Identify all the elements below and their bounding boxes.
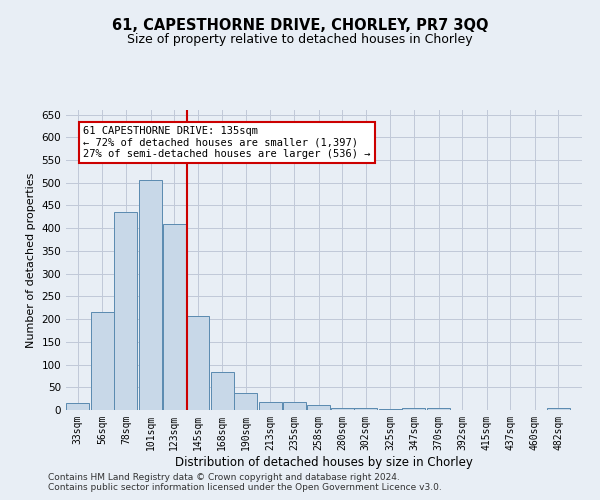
Bar [211, 372, 234, 410]
Bar [91, 312, 114, 410]
Bar [139, 180, 162, 410]
Bar [331, 408, 354, 410]
Y-axis label: Number of detached properties: Number of detached properties [26, 172, 36, 348]
Bar [259, 402, 282, 410]
Text: 61 CAPESTHORNE DRIVE: 135sqm
← 72% of detached houses are smaller (1,397)
27% of: 61 CAPESTHORNE DRIVE: 135sqm ← 72% of de… [83, 126, 371, 159]
Bar [403, 408, 425, 410]
Bar [283, 402, 305, 410]
Text: Contains HM Land Registry data © Crown copyright and database right 2024.: Contains HM Land Registry data © Crown c… [48, 472, 400, 482]
Text: 61, CAPESTHORNE DRIVE, CHORLEY, PR7 3QQ: 61, CAPESTHORNE DRIVE, CHORLEY, PR7 3QQ [112, 18, 488, 32]
Bar [379, 408, 402, 410]
X-axis label: Distribution of detached houses by size in Chorley: Distribution of detached houses by size … [175, 456, 473, 468]
Bar [115, 212, 137, 410]
Bar [547, 408, 570, 410]
Text: Contains public sector information licensed under the Open Government Licence v3: Contains public sector information licen… [48, 484, 442, 492]
Bar [186, 316, 209, 410]
Bar [307, 406, 330, 410]
Bar [354, 408, 377, 410]
Bar [235, 392, 257, 410]
Text: Size of property relative to detached houses in Chorley: Size of property relative to detached ho… [127, 32, 473, 46]
Bar [66, 403, 89, 410]
Bar [163, 224, 185, 410]
Bar [427, 408, 450, 410]
